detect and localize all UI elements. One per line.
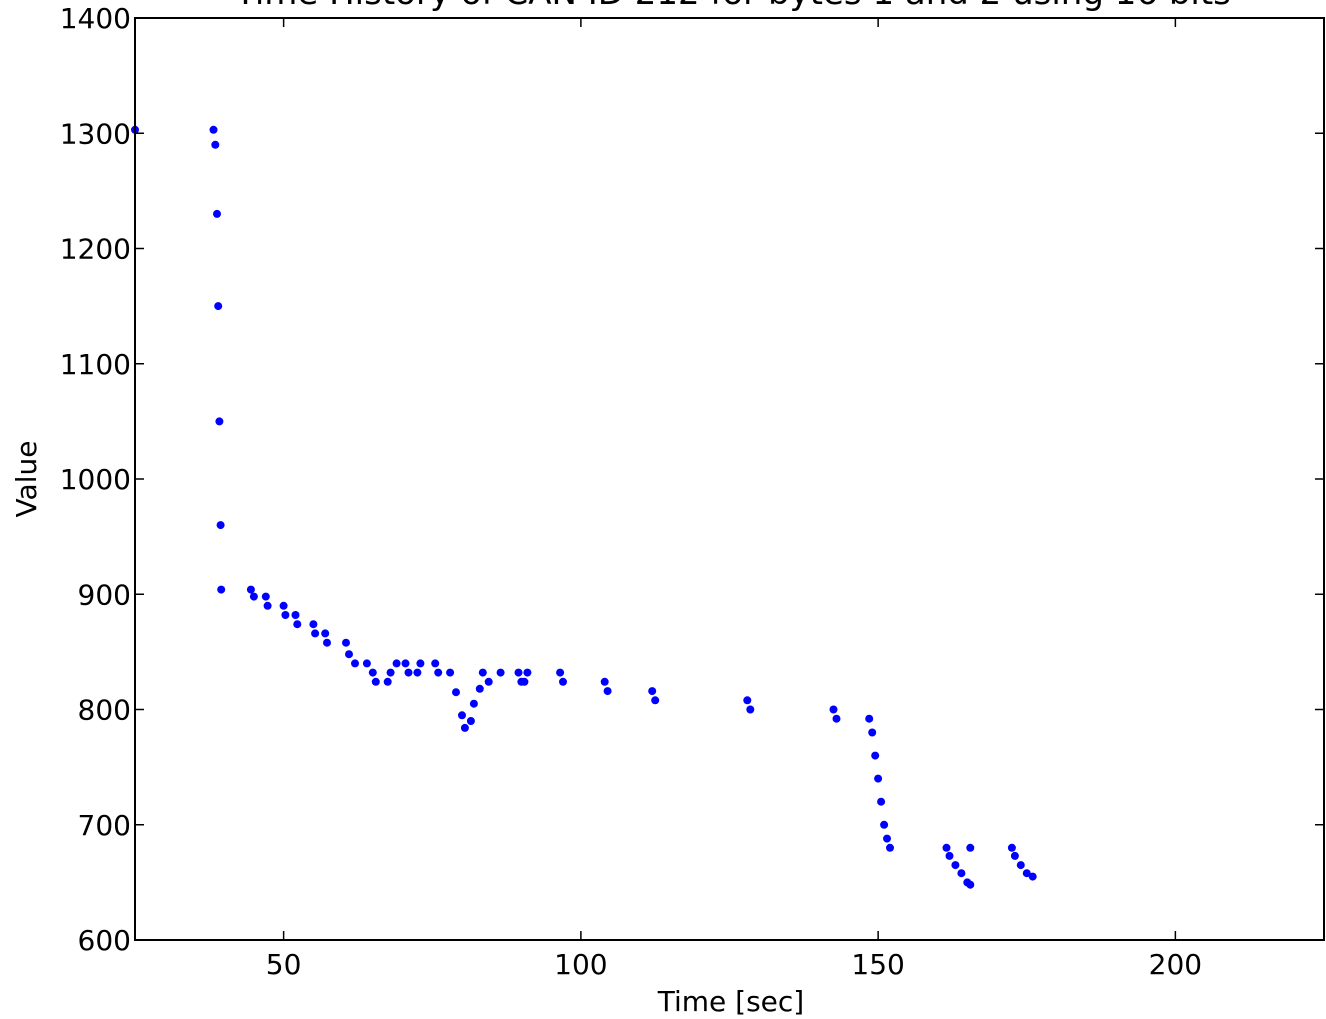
data-point [475, 684, 484, 693]
data-point [514, 668, 523, 677]
data-point [452, 688, 460, 697]
data-point [246, 585, 255, 594]
data-point [746, 705, 755, 714]
data-point [345, 650, 353, 659]
data-point [216, 521, 225, 530]
data-point [281, 611, 290, 619]
data-point [279, 601, 288, 610]
data-point [865, 714, 874, 723]
y-tick-label: 1100 [60, 348, 131, 381]
data-point [213, 209, 221, 218]
data-point [323, 638, 331, 647]
series-2 [966, 843, 1037, 881]
data-point [942, 843, 951, 852]
y-tick-label: 900 [78, 578, 131, 611]
data-point [1010, 851, 1019, 860]
y-tick-label: 600 [78, 924, 131, 957]
data-point [321, 629, 330, 638]
data-point [217, 585, 226, 594]
x-axis-label: Time [sec] [657, 985, 804, 1018]
data-point [832, 714, 841, 723]
data-point [263, 601, 272, 610]
plot-frame [134, 17, 1325, 941]
data-point [520, 677, 529, 686]
data-point [392, 659, 401, 668]
data-point [368, 668, 377, 677]
data-point [556, 668, 565, 677]
data-point [868, 728, 877, 737]
data-point [460, 723, 469, 732]
data-point [249, 592, 258, 601]
data-point [413, 668, 422, 677]
data-point [478, 668, 487, 677]
y-tick-label: 1200 [60, 233, 131, 266]
data-point [951, 861, 960, 870]
x-tick-label: 50 [266, 948, 302, 981]
data-point [880, 820, 889, 829]
data-point [1007, 843, 1016, 852]
data-point [966, 880, 975, 889]
data-point [957, 869, 966, 878]
data-point [523, 668, 532, 677]
x-tick-label: 200 [1149, 948, 1202, 981]
data-point [886, 843, 894, 852]
data-point [966, 843, 975, 852]
y-tick-label: 1000 [60, 463, 131, 496]
data-point [743, 696, 752, 705]
data-point [871, 751, 880, 760]
data-point [291, 611, 300, 619]
data-point [371, 677, 380, 686]
data-point [945, 851, 954, 860]
data-point [883, 834, 891, 843]
data-point [261, 592, 270, 601]
x-tick-label: 100 [554, 948, 607, 981]
data-point [362, 659, 371, 668]
data-point [1022, 869, 1031, 878]
data-point [311, 629, 320, 638]
y-tick-label: 800 [78, 694, 131, 727]
data-point [458, 711, 466, 720]
data-point [383, 677, 392, 686]
data-point [877, 797, 886, 806]
data-point [496, 668, 505, 677]
data-point [469, 699, 478, 708]
data-point [600, 677, 609, 686]
data-point [214, 302, 223, 311]
series-1 [131, 125, 975, 889]
data-point [209, 125, 218, 134]
y-tick-label: 1300 [60, 117, 131, 150]
data-point [648, 687, 657, 696]
y-tick-label: 1400 [60, 2, 131, 35]
data-point [431, 659, 440, 668]
data-point [651, 696, 660, 705]
data-point [484, 677, 493, 686]
data-point [434, 668, 443, 677]
data-point [211, 140, 220, 149]
x-tick-label: 150 [851, 948, 904, 981]
data-points [131, 125, 1037, 889]
y-tick-label: 700 [78, 809, 131, 842]
data-point [416, 659, 425, 668]
data-point [829, 705, 838, 714]
axis-ticks: 50 100 150 200 600 700 800 900 1000 1100 1200 1300 1… [60, 2, 1324, 981]
data-point [874, 774, 883, 783]
data-point [342, 638, 350, 647]
data-point [401, 659, 410, 668]
data-point [293, 620, 302, 629]
data-point [1028, 872, 1037, 881]
data-point [215, 417, 224, 426]
data-point [446, 668, 455, 677]
data-point [309, 620, 318, 629]
data-point [559, 677, 567, 686]
data-point [404, 668, 413, 677]
data-point [1016, 861, 1025, 870]
chart-title: Time History of CAN ID 212 for bytes 1 a… [234, 0, 1231, 13]
data-point [351, 659, 359, 668]
data-point [386, 668, 395, 677]
data-point [603, 687, 612, 696]
y-axis-label: Value [10, 441, 43, 518]
data-point [466, 717, 475, 725]
